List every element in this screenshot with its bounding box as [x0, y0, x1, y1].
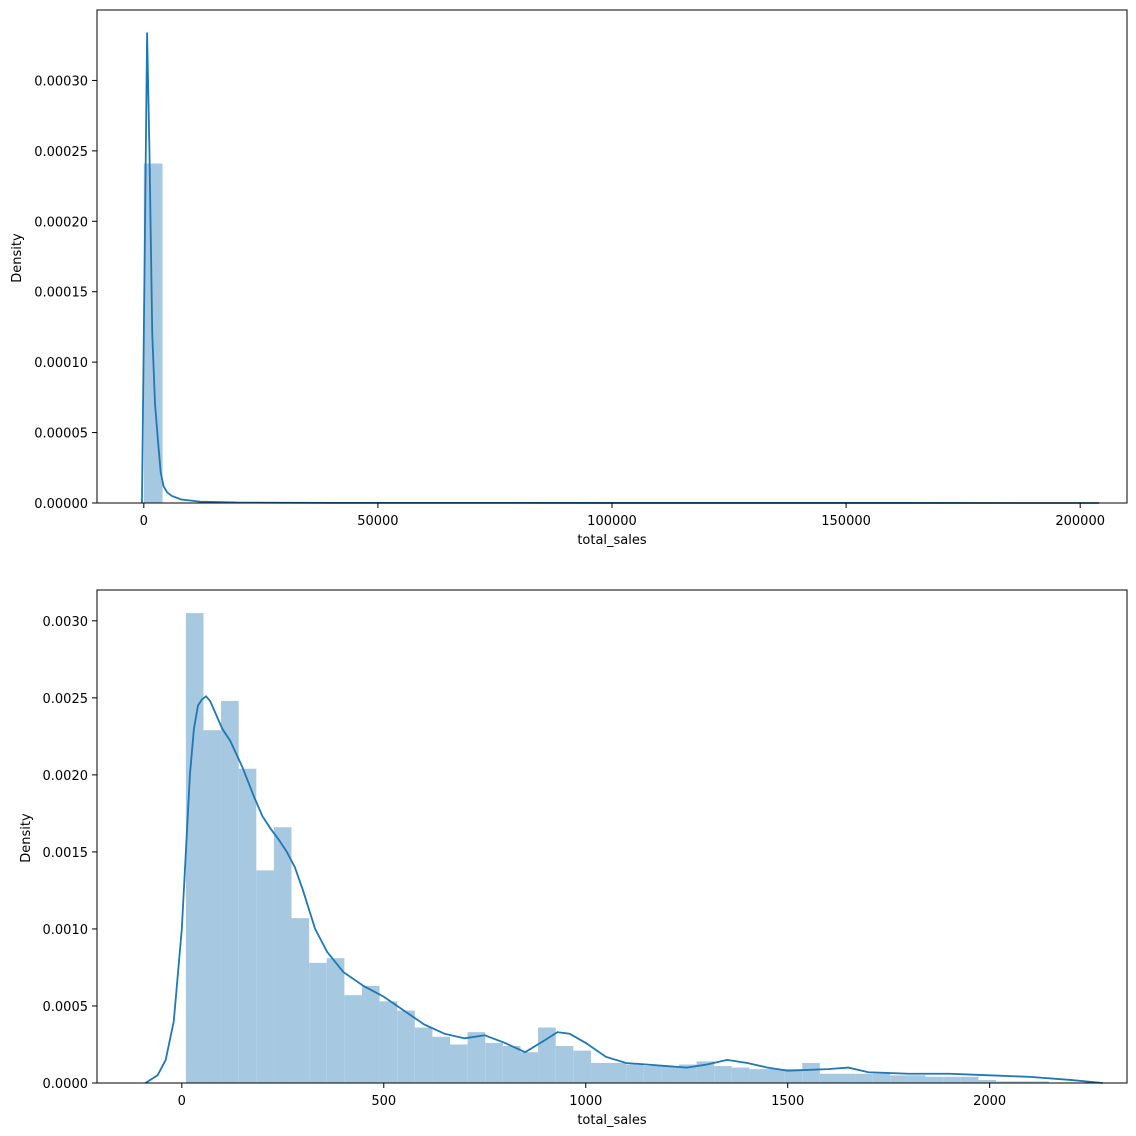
histogram-bar: [291, 918, 310, 1083]
y-axis-label: Density: [10, 233, 25, 283]
x-tick-label: 0: [140, 514, 148, 529]
histogram-bar: [502, 1046, 521, 1083]
histogram-bar: [626, 1064, 644, 1083]
histogram-bars: [185, 613, 1049, 1083]
histogram-bars: [143, 163, 163, 503]
y-tick-label: 0.00030: [34, 74, 88, 89]
subplot-top: 0 50000 100000 150000 200000 0.000000.000050…: [10, 9, 1128, 548]
y-tick-label: 0.0005: [43, 1000, 89, 1015]
x-tick-label: 150000: [821, 514, 871, 529]
subplot-bottom: 0 500 1000 1500 2000 0.0000 0.0005 0.0010 0.001…: [19, 589, 1128, 1128]
y-axis-ticks: 0.0000 0.0005 0.0010 0.0015 0.0020 0.0025 0.00…: [43, 615, 97, 1092]
y-tick-label: 0.00020: [34, 215, 88, 230]
y-tick-label: 0.0030: [43, 615, 89, 630]
y-tick-label: 0.0025: [43, 692, 89, 707]
x-tick-label: 500: [371, 1094, 396, 1109]
histogram-bar: [608, 1062, 627, 1083]
histogram-bar: [714, 1066, 732, 1083]
histogram-bar: [1031, 1081, 1049, 1083]
x-tick-label: 1000: [569, 1094, 602, 1109]
histogram-bar: [379, 1001, 398, 1083]
y-tick-label: 0.0015: [43, 846, 89, 861]
histogram-bar: [731, 1067, 750, 1083]
histogram-bar: [256, 870, 274, 1083]
histogram-bar: [555, 1046, 574, 1083]
histogram-bar: [221, 700, 239, 1083]
histogram-bar: [432, 1036, 451, 1083]
histogram-bar: [397, 1010, 415, 1083]
histogram-bar: [326, 958, 345, 1083]
histogram-bar: [943, 1076, 961, 1083]
histogram-bar: [678, 1064, 697, 1083]
x-tick-label: 50000: [357, 514, 398, 529]
histogram-bar: [802, 1062, 820, 1083]
y-tick-label: 0.0010: [43, 923, 89, 938]
histogram-bar: [661, 1066, 679, 1083]
histogram-bar: [960, 1076, 979, 1083]
y-tick-label: 0.0000: [43, 1077, 89, 1092]
histogram-bar: [309, 962, 327, 1083]
y-tick-label: 0.00000: [34, 497, 88, 512]
y-tick-label: 0.00025: [34, 145, 88, 160]
x-tick-label: 200000: [1055, 514, 1105, 529]
histogram-bar: [414, 1027, 433, 1083]
histogram-bar: [203, 730, 222, 1083]
histogram-bar: [872, 1073, 891, 1083]
histogram-bar: [520, 1052, 539, 1083]
histogram-bar: [978, 1079, 996, 1083]
histogram-bar: [819, 1073, 838, 1083]
histogram-bar: [890, 1075, 908, 1083]
x-axis-ticks: 0 500 1000 1500 2000: [178, 1083, 1006, 1109]
histogram-bar: [784, 1069, 803, 1083]
y-tick-label: 0.00015: [34, 286, 88, 301]
histogram-bar: [590, 1062, 609, 1083]
histogram-bar: [273, 827, 292, 1083]
histogram-bar: [450, 1044, 468, 1083]
histogram-bar: [238, 768, 257, 1083]
histogram-bar: [467, 1032, 486, 1083]
histogram-bar: [696, 1061, 715, 1083]
histogram-bar: [749, 1069, 768, 1083]
plot-frame: [96, 589, 1128, 1084]
x-tick-label: 2000: [973, 1094, 1006, 1109]
y-tick-label: 0.00005: [34, 427, 88, 442]
x-axis-label: total_sales: [577, 533, 647, 548]
y-tick-label: 0.0020: [43, 769, 89, 784]
histogram-bar: [361, 985, 380, 1083]
y-tick-label: 0.00010: [34, 356, 88, 371]
histogram-bar: [855, 1073, 873, 1083]
histogram-bar: [643, 1066, 662, 1083]
x-tick-label: 1500: [771, 1094, 804, 1109]
x-tick-label: 0: [178, 1094, 186, 1109]
y-axis-ticks: 0.00000 0.00005 0.00010 0.00015 0.00020 0.000…: [34, 74, 97, 512]
histogram-bar: [837, 1073, 856, 1083]
histogram-bar: [573, 1050, 591, 1083]
histogram-bar: [907, 1075, 926, 1083]
histogram-bar: [995, 1081, 1014, 1083]
histogram-bar: [344, 995, 362, 1083]
histogram-bar: [485, 1042, 503, 1083]
histogram-bar: [143, 163, 163, 503]
histogram-bar: [767, 1069, 785, 1083]
x-axis-ticks: 0 50000 100000 150000 200000: [140, 503, 1105, 529]
x-axis-label: total_sales: [577, 1113, 647, 1128]
histogram-bar: [925, 1076, 944, 1083]
histogram-bar: [185, 613, 204, 1083]
histogram-bar: [1013, 1081, 1032, 1083]
y-axis-label: Density: [19, 813, 34, 863]
kde-curve: [144, 695, 1103, 1084]
x-tick-label: 100000: [587, 514, 637, 529]
